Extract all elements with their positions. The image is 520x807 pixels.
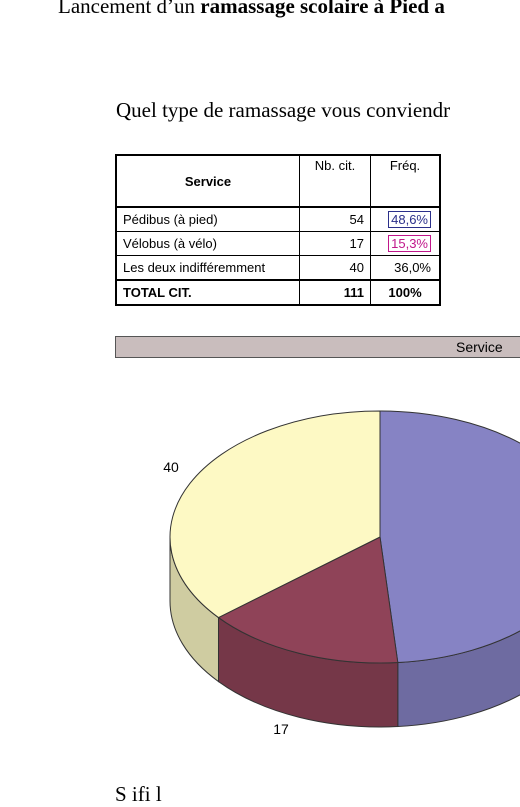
pie-data-label-1: 17 (273, 721, 289, 737)
pie-data-label-2: 40 (163, 459, 179, 475)
pie-slice-1 (217, 536, 399, 664)
row-freq: 15,3% (370, 231, 441, 256)
table-row: Les deux indifféremment 40 36,0% (115, 255, 441, 281)
row-count: 40 (299, 255, 371, 281)
bottom-text: S ifi l (115, 782, 162, 806)
row-count: 17 (299, 231, 371, 256)
pie-slice-2 (169, 410, 381, 619)
pie-sides (169, 536, 520, 728)
pie-slice-0 (379, 410, 520, 664)
total-count: 111 (299, 279, 371, 306)
chart-title-bar: Service (115, 336, 520, 358)
row-freq: 36,0% (370, 255, 441, 281)
row-label: Pédibus (à pied) (115, 206, 300, 232)
pie-slices (169, 410, 520, 664)
total-label: TOTAL CIT. (115, 279, 300, 306)
table-row: Vélobus (à vélo) 17 15,3% (115, 231, 441, 256)
freq-highlight-pink: 15,3% (388, 235, 431, 252)
header-count: Nb. cit. (299, 154, 371, 208)
row-label: Vélobus (à vélo) (115, 231, 300, 256)
table-row: Pédibus (à pied) 54 48,6% (115, 206, 441, 232)
row-count: 54 (299, 206, 371, 232)
row-freq: 48,6% (370, 206, 441, 232)
question-text: Quel type de ramassage vous conviendr (116, 98, 451, 122)
header-freq: Fréq. (370, 154, 441, 208)
freq-highlight-blue: 48,6% (388, 211, 431, 228)
header-service: Service (115, 154, 300, 208)
row-label: Les deux indifféremment (115, 255, 300, 281)
page-title: Lancement d’un ramassage scolaire à Pied… (58, 0, 445, 18)
service-table: Service Nb. cit. Fréq. Pédibus (à pied) … (115, 154, 441, 306)
table-total-row: TOTAL CIT. 111 100% (115, 279, 441, 306)
table-header-row: Service Nb. cit. Fréq. (115, 154, 441, 208)
total-freq: 100% (370, 279, 441, 306)
chart-title: Service (456, 339, 503, 355)
